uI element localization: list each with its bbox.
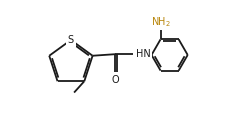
Text: O: O <box>112 75 119 85</box>
Text: S: S <box>68 35 74 45</box>
Text: NH$_2$: NH$_2$ <box>151 16 171 29</box>
Text: HN: HN <box>136 49 151 59</box>
